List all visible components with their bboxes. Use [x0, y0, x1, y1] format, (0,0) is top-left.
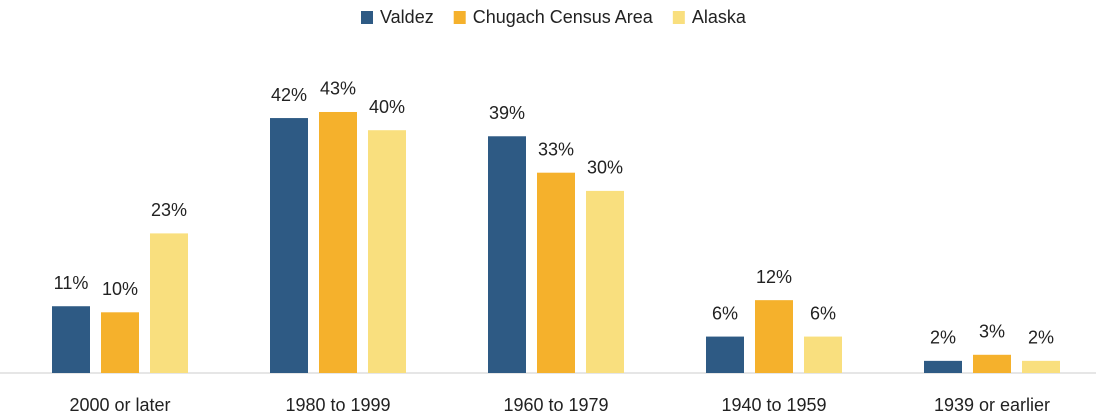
- value-label: 42%: [271, 85, 307, 105]
- x-tick-label: 1960 to 1979: [503, 395, 608, 415]
- bar: [1022, 360, 1060, 373]
- bar: [368, 130, 406, 373]
- x-tick-label: 1939 or earlier: [934, 395, 1050, 415]
- x-tick-label: 2000 or later: [69, 395, 170, 415]
- value-label: 39%: [489, 103, 525, 123]
- value-label: 6%: [810, 303, 836, 323]
- bar: [586, 190, 624, 373]
- bar: [488, 136, 526, 373]
- bar: [755, 300, 793, 373]
- bar: [319, 111, 357, 374]
- value-label: 43%: [320, 79, 356, 99]
- bar: [924, 360, 962, 373]
- bar: [101, 312, 139, 373]
- bar: [973, 354, 1011, 373]
- legend-swatch: [453, 11, 466, 24]
- value-label: 11%: [54, 273, 89, 293]
- x-tick-label: 1940 to 1959: [721, 395, 826, 415]
- value-label: 2%: [1028, 328, 1054, 348]
- bar: [270, 118, 308, 373]
- value-label: 10%: [102, 279, 138, 299]
- legend-label: Alaska: [692, 7, 747, 27]
- value-label: 3%: [979, 322, 1005, 342]
- legend-label: Chugach Census Area: [473, 7, 654, 27]
- value-label: 30%: [587, 158, 623, 178]
- bar: [537, 172, 575, 373]
- value-label: 6%: [712, 303, 738, 323]
- bar: [150, 233, 188, 373]
- value-label: 33%: [538, 139, 574, 159]
- bar: [804, 336, 842, 373]
- value-label: 12%: [756, 267, 792, 287]
- x-tick-label: 1980 to 1999: [285, 395, 390, 415]
- value-label: 40%: [369, 97, 405, 117]
- legend-label: Valdez: [380, 7, 434, 27]
- bar: [52, 306, 90, 373]
- legend-swatch: [361, 11, 373, 24]
- value-label: 23%: [151, 200, 187, 220]
- value-label: 2%: [930, 328, 956, 348]
- bar: [706, 336, 744, 373]
- legend-swatch: [672, 11, 685, 24]
